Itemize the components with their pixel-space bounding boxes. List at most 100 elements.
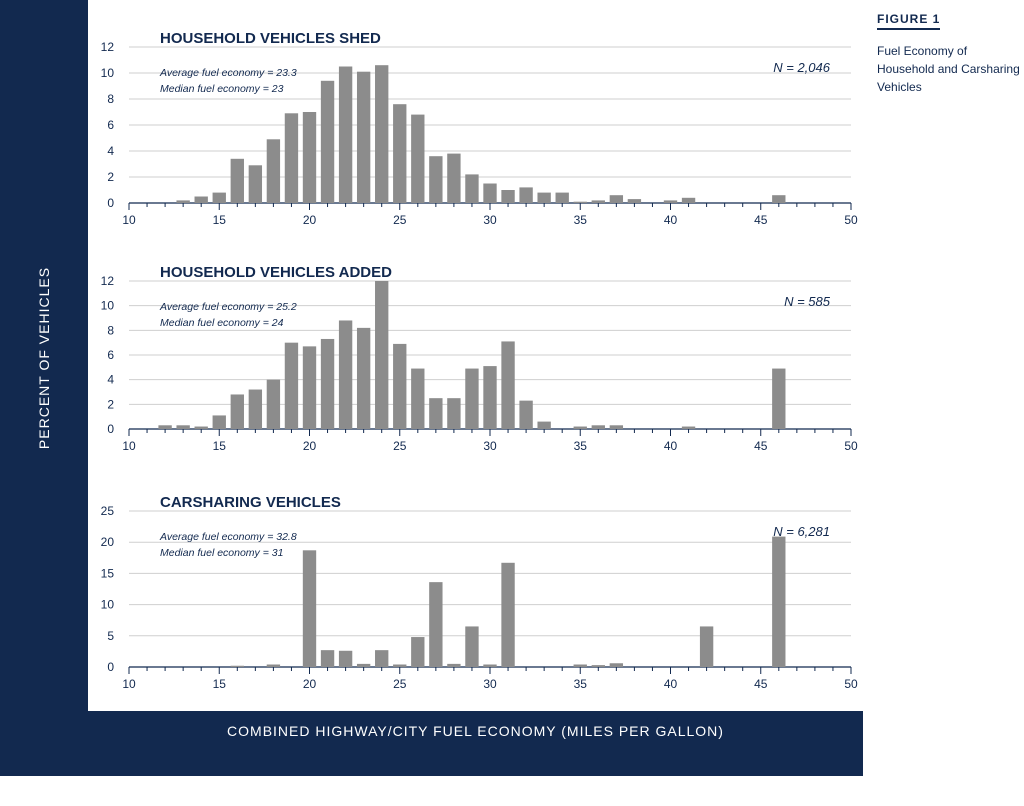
bar [375,65,389,203]
x-tick-label: 45 [754,213,768,227]
bar [483,366,497,429]
bar [338,66,353,203]
y-tick-label: 8 [107,92,114,106]
x-tick-label: 35 [574,439,588,453]
y-tick-label: 10 [101,66,115,80]
bar [284,113,299,203]
stat-annotation: Median fuel economy = 23 [160,83,284,95]
bar [158,425,172,429]
x-tick-label: 40 [664,677,678,691]
bar [627,199,642,203]
stat-annotation: Average fuel economy = 25.2 [159,301,297,313]
figure-label: FIGURE 1 [877,12,941,30]
x-tick-label: 35 [574,677,588,691]
bar [302,346,317,429]
chart-1: 0 2 4 6 8 10 12 10 15 20 25 30 35 40 45 50 HOUSEHOLD VEH… [101,30,858,227]
bar [338,320,353,429]
bar [573,201,587,203]
bar [302,112,317,203]
bar [338,650,353,667]
x-tick-label: 20 [303,439,317,453]
bar [176,425,190,429]
stat-annotation: Average fuel economy = 23.3 [159,67,297,79]
y-tick-label: 15 [101,566,115,580]
bar [681,197,696,203]
y-tick-label: 0 [107,422,114,436]
bar [591,665,605,667]
x-tick-label: 15 [213,677,227,691]
y-tick-label: 12 [101,40,115,54]
bar [772,368,786,429]
bar [772,195,786,203]
x-tick-label: 25 [393,677,407,691]
y-tick-label: 0 [107,660,114,674]
bar [320,650,335,667]
x-tick-label: 25 [393,439,407,453]
bar [555,192,569,203]
bar [393,104,407,203]
bar [411,637,425,667]
bar [591,425,605,429]
bar [248,165,263,203]
figure-title: Fuel Economy of Household and Carsharing… [877,44,1020,94]
bar [375,281,389,429]
bar [483,664,497,667]
bar [411,114,425,203]
bar [230,158,244,203]
bar [375,650,389,667]
bar [501,190,515,203]
bar [429,398,443,429]
bar [609,195,624,203]
bar [230,665,244,667]
bar [447,398,461,429]
sample-size-label: N = 2,046 [773,60,831,75]
bar [194,196,208,203]
bar [176,200,190,203]
chart-title: HOUSEHOLD VEHICLES SHED [160,30,381,47]
bar [266,664,281,667]
x-tick-label: 15 [213,439,227,453]
bar [609,425,624,429]
bar [393,343,407,429]
bar [266,139,281,203]
bar [248,389,263,429]
x-tick-label: 50 [844,677,858,691]
bar [194,426,208,429]
bar [465,368,479,429]
bar [230,394,244,429]
bar [411,368,425,429]
bar [429,156,443,203]
x-tick-label: 30 [483,677,497,691]
bar [447,663,461,667]
y-tick-label: 2 [107,170,114,184]
x-axis-label: COMBINED HIGHWAY/CITY FUEL ECONOMY (MILE… [227,723,724,739]
bar [519,187,533,203]
y-tick-label: 0 [107,196,114,210]
x-tick-label: 25 [393,213,407,227]
x-tick-label: 40 [664,439,678,453]
y-tick-label: 20 [101,535,115,549]
bar [447,153,461,203]
bar [465,626,479,667]
bar [573,426,587,429]
bar [519,400,533,429]
bar [429,582,443,667]
stat-annotation: Median fuel economy = 24 [160,317,284,329]
x-tick-label: 10 [122,677,136,691]
bar [591,200,605,203]
x-tick-label: 20 [303,677,317,691]
bar [663,200,678,203]
y-tick-label: 2 [107,397,114,411]
x-tick-label: 10 [122,213,136,227]
bar [537,192,551,203]
bar [537,421,551,429]
bar [212,415,226,429]
chart-title: CARSHARING VEHICLES [160,494,341,511]
sample-size-label: N = 585 [784,294,831,309]
bar [573,664,587,667]
y-tick-label: 8 [107,323,114,337]
x-tick-label: 45 [754,677,768,691]
bar [302,550,317,667]
stat-annotation: Average fuel economy = 32.8 [159,531,297,543]
